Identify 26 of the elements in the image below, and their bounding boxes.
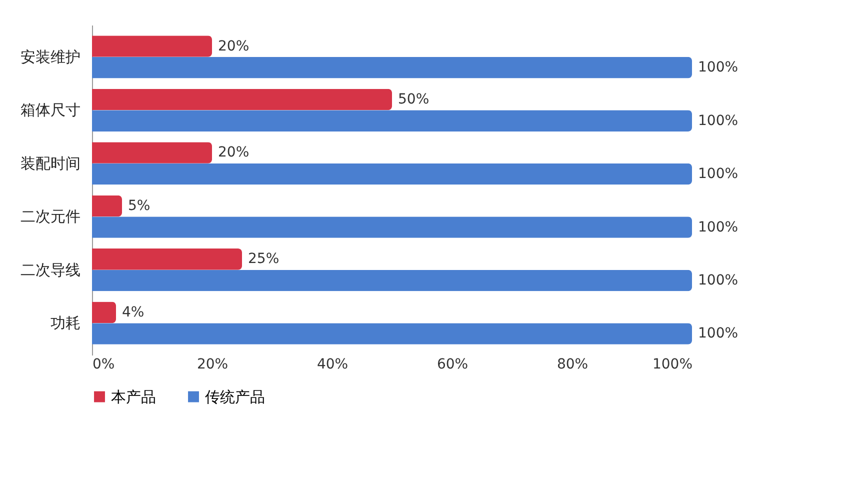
x-tick-label: 100% xyxy=(652,356,692,372)
y-tick-label: 功耗 xyxy=(50,314,80,332)
y-tick-label: 箱体尺寸 xyxy=(20,101,80,120)
data-label: 20% xyxy=(218,144,250,161)
data-label: 100% xyxy=(698,166,738,182)
data-label: 100% xyxy=(698,112,738,129)
x-tick-label: 60% xyxy=(436,356,468,372)
x-tick-label: 20% xyxy=(196,356,228,372)
y-tick-label: 装配时间 xyxy=(20,154,80,172)
x-tick-label: 0% xyxy=(92,356,115,372)
x-tick-label: 80% xyxy=(556,356,588,372)
data-label: 5% xyxy=(128,198,150,214)
data-label: 100% xyxy=(698,219,738,236)
data-label: 50% xyxy=(398,92,430,108)
data-label: 20% xyxy=(218,38,250,54)
data-label: 100% xyxy=(698,326,738,342)
data-label: 4% xyxy=(122,304,144,320)
legend-label: 传统产品 xyxy=(205,388,265,406)
data-label: 25% xyxy=(248,251,280,268)
data-label: 100% xyxy=(698,60,738,76)
y-tick-label: 二次元件 xyxy=(20,208,80,226)
y-tick-label: 安装维护 xyxy=(20,48,80,66)
legend-label: 本产品 xyxy=(111,388,156,406)
y-tick-label: 二次导线 xyxy=(20,260,80,279)
x-tick-label: 40% xyxy=(316,356,348,372)
data-label: 100% xyxy=(698,272,738,288)
